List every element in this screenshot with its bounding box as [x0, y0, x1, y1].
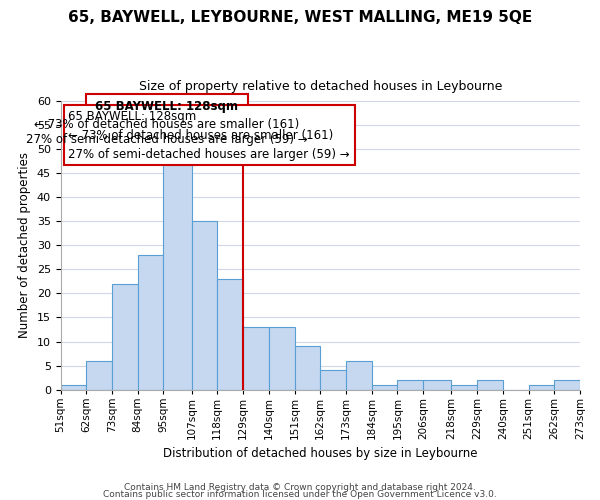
Bar — [320, 370, 346, 390]
Bar — [163, 154, 191, 390]
Text: 65 BAYWELL: 128sqm
← 73% of detached houses are smaller (161)
27% of semi-detach: 65 BAYWELL: 128sqm ← 73% of detached hou… — [68, 110, 350, 161]
Bar — [554, 380, 580, 390]
Bar — [269, 327, 295, 390]
FancyBboxPatch shape — [86, 94, 248, 137]
Text: Contains public sector information licensed under the Open Government Licence v3: Contains public sector information licen… — [103, 490, 497, 499]
Bar — [529, 385, 554, 390]
Title: Size of property relative to detached houses in Leybourne: Size of property relative to detached ho… — [139, 80, 502, 93]
Bar — [61, 385, 86, 390]
Bar — [423, 380, 451, 390]
Text: 65, BAYWELL, LEYBOURNE, WEST MALLING, ME19 5QE: 65, BAYWELL, LEYBOURNE, WEST MALLING, ME… — [68, 10, 532, 25]
Bar — [295, 346, 320, 390]
Bar — [86, 360, 112, 390]
X-axis label: Distribution of detached houses by size in Leybourne: Distribution of detached houses by size … — [163, 447, 478, 460]
Bar — [372, 385, 397, 390]
Bar — [112, 284, 138, 390]
Bar — [477, 380, 503, 390]
Y-axis label: Number of detached properties: Number of detached properties — [18, 152, 31, 338]
Bar — [217, 279, 243, 390]
Bar — [451, 385, 477, 390]
Bar — [138, 255, 163, 390]
Text: 27% of semi-detached houses are larger (59) →: 27% of semi-detached houses are larger (… — [26, 133, 308, 146]
Text: 65 BAYWELL: 128sqm: 65 BAYWELL: 128sqm — [95, 100, 238, 112]
Bar — [397, 380, 423, 390]
Bar — [191, 222, 217, 390]
Text: ← 73% of detached houses are smaller (161): ← 73% of detached houses are smaller (16… — [34, 118, 299, 132]
Text: Contains HM Land Registry data © Crown copyright and database right 2024.: Contains HM Land Registry data © Crown c… — [124, 484, 476, 492]
Bar — [243, 327, 269, 390]
Bar — [346, 360, 372, 390]
